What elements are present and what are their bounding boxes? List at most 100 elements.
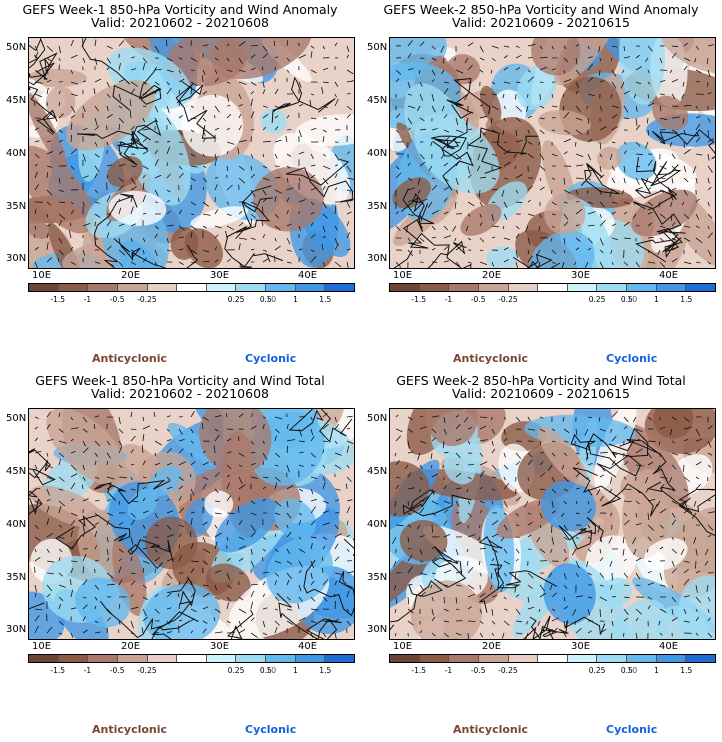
- lat-label: 45N: [367, 466, 388, 477]
- colorbar-swatch: [206, 655, 237, 662]
- legend-anticyclonic: Anticyclonic: [453, 723, 529, 736]
- lon-label: 10E: [393, 270, 413, 281]
- panel-title: GEFS Week-2 850-hPa Vorticity and Wind T…: [396, 373, 686, 388]
- colorbar-swatch: [236, 655, 267, 662]
- colorbar-swatch: [147, 655, 178, 662]
- lat-label: 35N: [6, 572, 27, 583]
- colorbar-swatch: [567, 284, 598, 291]
- colorbar-swatch: [325, 655, 355, 662]
- colorbar-swatch: [508, 284, 539, 291]
- colorbar-tick-label: 0.25: [588, 666, 606, 675]
- colorbar-swatch: [627, 284, 657, 291]
- colorbar-tick-label: 1.5: [680, 295, 693, 304]
- colorbar-tick-label: 0.5: [259, 666, 272, 675]
- colorbar-swatch: [295, 655, 326, 662]
- panel-valid-dates: Valid: 20210602 - 20210608: [90, 386, 269, 401]
- legend-anticyclonic: Anticyclonic: [92, 723, 168, 736]
- colorbar-swatch: [508, 655, 539, 662]
- colorbar-tick-label: -0.5: [109, 666, 125, 675]
- colorbar-tick-label: -0.5: [470, 666, 486, 675]
- colorbar-swatch: [266, 655, 296, 662]
- panel-week2-total: GEFS Week-2 850-hPa Vorticity and Wind T…: [361, 371, 721, 742]
- vorticity-map: [28, 37, 355, 269]
- colorbar: [28, 283, 355, 292]
- colorbar-swatch: [88, 655, 118, 662]
- lon-label: 40E: [298, 270, 318, 281]
- lat-label: 35N: [6, 201, 27, 212]
- panel-title: GEFS Week-2 850-hPa Vorticity and Wind A…: [383, 2, 699, 17]
- lon-label: 20E: [482, 270, 502, 281]
- colorbar-tick-label: -1: [444, 666, 453, 675]
- colorbar-swatch: [236, 284, 267, 291]
- colorbar-swatch: [597, 284, 628, 291]
- colorbar-swatch: [686, 655, 716, 662]
- colorbar-tick-label: 0.5: [620, 295, 633, 304]
- colorbar-tick-label: -0.5: [470, 295, 486, 304]
- colorbar-swatch: [656, 655, 687, 662]
- colorbar-multiplier: 10: [627, 295, 638, 304]
- colorbar-tick-label: -1.5: [50, 666, 66, 675]
- panel-week2-anomaly: GEFS Week-2 850-hPa Vorticity and Wind A…: [361, 0, 721, 371]
- colorbar-tick-label: -1: [83, 666, 92, 675]
- legend-cyclonic: Cyclonic: [245, 352, 297, 365]
- colorbar-swatch: [419, 655, 450, 662]
- colorbar: [28, 654, 355, 663]
- colorbar-tick-label: 1.5: [680, 666, 693, 675]
- colorbar-tick-label: 1.5: [319, 295, 332, 304]
- lat-label: 30N: [6, 624, 27, 635]
- lat-label: 30N: [6, 253, 27, 264]
- legend-anticyclonic: Anticyclonic: [92, 352, 168, 365]
- colorbar-tick-label: 0.25: [227, 295, 245, 304]
- vorticity-map: [389, 408, 716, 640]
- lat-label: 35N: [367, 572, 388, 583]
- colorbar-swatch: [597, 655, 628, 662]
- colorbar-swatch: [266, 284, 296, 291]
- colorbar-swatch: [419, 284, 450, 291]
- legend-cyclonic: Cyclonic: [606, 723, 658, 736]
- lat-label: 50N: [6, 42, 27, 53]
- lon-label: 30E: [210, 641, 230, 652]
- panel-valid-dates: Valid: 20210609 - 20210615: [451, 15, 630, 30]
- lon-label: 10E: [393, 641, 413, 652]
- panel-title: GEFS Week-1 850-hPa Vorticity and Wind A…: [22, 2, 338, 17]
- lon-label: 30E: [571, 641, 591, 652]
- vorticity-field: [390, 38, 715, 268]
- panel-title: GEFS Week-1 850-hPa Vorticity and Wind T…: [35, 373, 325, 388]
- colorbar-swatch: [538, 284, 568, 291]
- colorbar-tick-label: 1.5: [319, 666, 332, 675]
- lat-label: 40N: [367, 148, 388, 159]
- lat-label: 40N: [367, 519, 388, 530]
- colorbar-tick-label: -0.5: [109, 295, 125, 304]
- colorbar-swatch: [58, 655, 89, 662]
- colorbar: [389, 283, 716, 292]
- colorbar-tick-label: -0.25: [137, 666, 157, 675]
- colorbar-swatch: [478, 284, 509, 291]
- lon-label: 20E: [121, 641, 141, 652]
- colorbar-tick-label: 1: [293, 666, 298, 675]
- lat-label: 35N: [367, 201, 388, 212]
- legend-anticyclonic: Anticyclonic: [453, 352, 529, 365]
- lat-label: 30N: [367, 624, 388, 635]
- vorticity-map: [389, 37, 716, 269]
- colorbar-tick-label: 0.5: [620, 666, 633, 675]
- lon-label: 30E: [210, 270, 230, 281]
- panel-week1-total: GEFS Week-1 850-hPa Vorticity and Wind T…: [0, 371, 360, 742]
- colorbar-swatch: [206, 284, 237, 291]
- colorbar-swatch: [147, 284, 178, 291]
- colorbar-tick-label: -1: [83, 295, 92, 304]
- colorbar-swatch: [117, 655, 148, 662]
- colorbar-tick-label: 1: [293, 295, 298, 304]
- colorbar-tick-label: -1: [444, 295, 453, 304]
- colorbar-swatch: [567, 655, 598, 662]
- legend-cyclonic: Cyclonic: [606, 352, 658, 365]
- lat-label: 40N: [6, 148, 27, 159]
- lat-label: 50N: [367, 413, 388, 424]
- colorbar-swatch: [390, 284, 420, 291]
- colorbar-swatch: [177, 284, 207, 291]
- panel-valid-dates: Valid: 20210602 - 20210608: [90, 15, 269, 30]
- colorbar-swatch: [656, 284, 687, 291]
- colorbar-tick-label: -1.5: [411, 295, 427, 304]
- lon-label: 20E: [121, 270, 141, 281]
- colorbar-tick-label: 1: [654, 666, 659, 675]
- colorbar-swatch: [29, 655, 59, 662]
